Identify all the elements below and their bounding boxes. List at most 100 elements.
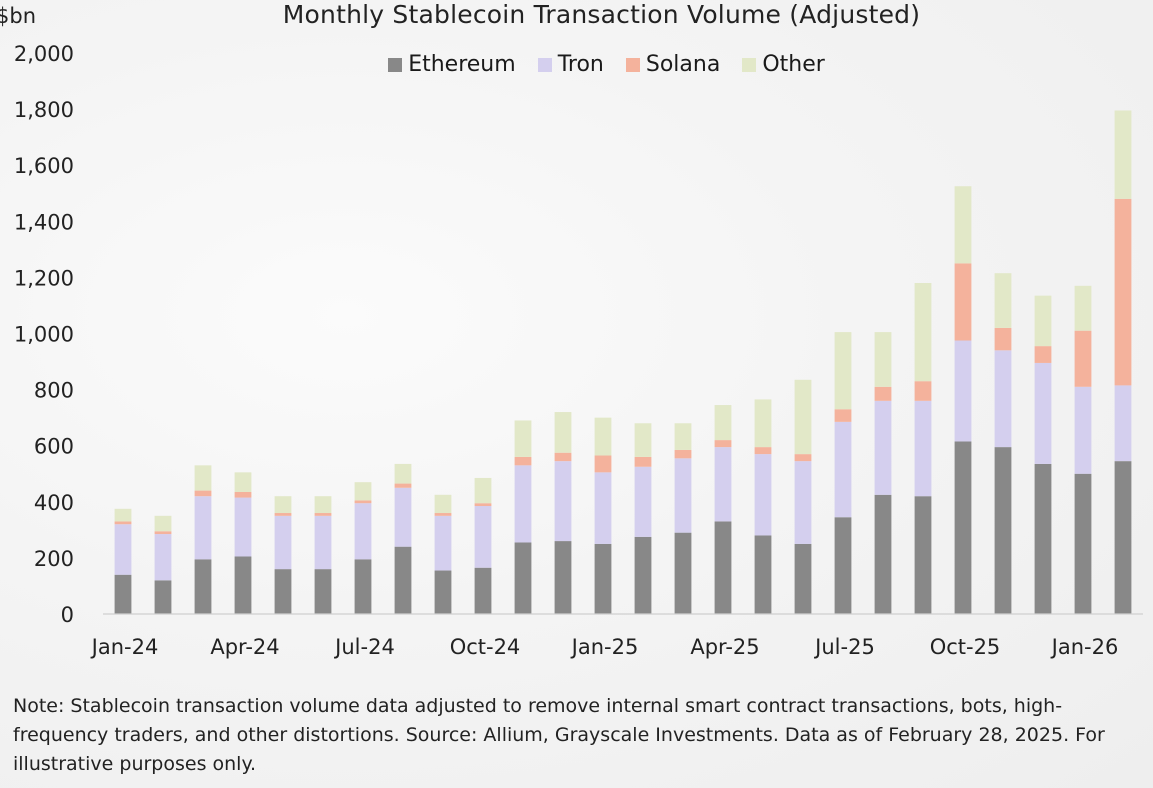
bar-segment-tron bbox=[634, 466, 652, 537]
bar-segment-other bbox=[314, 496, 332, 514]
bar-segment-tron bbox=[274, 515, 292, 570]
bar-segment-ethereum bbox=[194, 559, 212, 614]
bar-segment-other bbox=[234, 472, 252, 492]
x-axis-ticks: Jan-24 Apr-24 Jul-24 Oct-24 Jan-25 Apr-25 Jul-… bbox=[90, 635, 1119, 659]
bar-segment-solana bbox=[234, 491, 252, 498]
bar-segment-other bbox=[674, 423, 692, 450]
bar-segment-other bbox=[194, 465, 212, 491]
bar-segment-other bbox=[634, 423, 652, 457]
bar-segment-other bbox=[514, 420, 532, 457]
bars-group bbox=[114, 110, 1132, 615]
legend-swatch-tron bbox=[537, 57, 552, 72]
y-axis-ticks: 0 200 400 600 800 1,000 1,200 1,400 1,600 1,800 2,… bbox=[14, 42, 74, 627]
bar-segment-other bbox=[434, 494, 452, 514]
bar-segment-ethereum bbox=[274, 569, 292, 614]
bar-segment-ethereum bbox=[634, 536, 652, 614]
x-tick-label: Apr-25 bbox=[690, 635, 759, 659]
x-tick-label: Apr-24 bbox=[210, 635, 279, 659]
bar-segment-solana bbox=[754, 447, 772, 455]
bar-segment-tron bbox=[754, 454, 772, 536]
bar-segment-other bbox=[354, 482, 372, 501]
bar-segment-ethereum bbox=[914, 496, 932, 614]
x-tick-label: Oct-25 bbox=[930, 635, 1001, 659]
bar-segment-solana bbox=[834, 409, 852, 422]
stacked-bar-chart: $bn 0 200 400 600 800 1,000 1,200 1,400 1,600 1,8… bbox=[0, 4, 1143, 659]
bar-segment-ethereum bbox=[754, 535, 772, 614]
bar-segment-ethereum bbox=[114, 574, 132, 614]
legend-swatch-other bbox=[742, 57, 757, 72]
bar-segment-tron bbox=[154, 534, 172, 581]
bar-segment-ethereum bbox=[1074, 473, 1092, 614]
bar-segment-other bbox=[994, 273, 1012, 328]
bar-segment-other bbox=[794, 379, 812, 455]
bar-segment-ethereum bbox=[314, 569, 332, 614]
legend-swatch-ethereum bbox=[388, 57, 403, 72]
chart-title: Monthly Stablecoin Transaction Volume (A… bbox=[282, 0, 921, 29]
bar-segment-other bbox=[754, 399, 772, 448]
bar-segment-other bbox=[874, 332, 892, 387]
bar-segment-solana bbox=[194, 490, 212, 497]
bar-segment-tron bbox=[874, 400, 892, 495]
bar-segment-other bbox=[1114, 110, 1132, 199]
chart-legend: Ethereum Tron Solana Other bbox=[0, 52, 1153, 77]
x-tick-label: Jul-24 bbox=[333, 635, 395, 659]
bar-segment-ethereum bbox=[1034, 463, 1052, 614]
bar-segment-tron bbox=[194, 496, 212, 560]
x-tick-label: Jan-25 bbox=[570, 635, 639, 659]
bar-segment-ethereum bbox=[474, 567, 492, 614]
bar-segment-ethereum bbox=[434, 570, 452, 614]
bar-segment-other bbox=[1074, 285, 1092, 331]
bar-segment-tron bbox=[674, 458, 692, 533]
bar-segment-solana bbox=[1034, 346, 1052, 363]
x-tick-label: Jan-26 bbox=[1050, 635, 1119, 659]
bar-segment-solana bbox=[1074, 330, 1092, 387]
bar-segment-other bbox=[154, 515, 172, 532]
bar-segment-tron bbox=[114, 524, 132, 575]
bar-segment-ethereum bbox=[874, 494, 892, 614]
bar-segment-tron bbox=[1114, 385, 1132, 462]
bar-segment-solana bbox=[634, 456, 652, 467]
bar-segment-other bbox=[954, 186, 972, 264]
bar-segment-other bbox=[594, 417, 612, 456]
legend-item-other: Other bbox=[742, 52, 825, 77]
y-tick-label: 0 bbox=[61, 603, 74, 627]
bar-segment-ethereum bbox=[594, 543, 612, 615]
bar-segment-tron bbox=[434, 515, 452, 571]
bar-segment-ethereum bbox=[674, 532, 692, 614]
bar-segment-ethereum bbox=[514, 542, 532, 614]
bar-segment-ethereum bbox=[1114, 461, 1132, 614]
bar-segment-solana bbox=[474, 503, 492, 507]
bar-segment-tron bbox=[594, 472, 612, 544]
bar-segment-other bbox=[474, 477, 492, 504]
bar-segment-tron bbox=[794, 461, 812, 544]
legend-label-other: Other bbox=[762, 52, 825, 77]
bar-segment-tron bbox=[474, 506, 492, 568]
y-tick-label: 1,400 bbox=[14, 210, 74, 234]
bar-segment-solana bbox=[354, 500, 372, 504]
bar-segment-tron bbox=[234, 497, 252, 557]
bar-segment-solana bbox=[794, 454, 812, 462]
legend-label-solana: Solana bbox=[645, 52, 721, 77]
bar-segment-solana bbox=[114, 521, 132, 525]
y-tick-label: 1,000 bbox=[14, 323, 74, 347]
y-tick-label: 200 bbox=[34, 547, 74, 571]
bar-segment-other bbox=[914, 283, 932, 382]
bar-segment-ethereum bbox=[834, 517, 852, 614]
bar-segment-other bbox=[114, 508, 132, 522]
bar-segment-tron bbox=[394, 487, 412, 547]
y-axis-label: $bn bbox=[0, 4, 36, 28]
bar-segment-solana bbox=[874, 386, 892, 401]
bar-segment-solana bbox=[154, 531, 172, 535]
bar-segment-solana bbox=[674, 449, 692, 459]
y-tick-label: 1,200 bbox=[14, 266, 74, 290]
bar-segment-solana bbox=[514, 456, 532, 466]
bar-segment-other bbox=[714, 405, 732, 441]
bar-segment-other bbox=[394, 463, 412, 484]
bar-segment-solana bbox=[594, 455, 612, 473]
y-tick-label: 2,000 bbox=[14, 42, 74, 66]
y-tick-label: 1,800 bbox=[14, 98, 74, 122]
bar-segment-tron bbox=[994, 350, 1012, 448]
x-tick-label: Jul-25 bbox=[813, 635, 875, 659]
bar-segment-ethereum bbox=[954, 441, 972, 614]
bar-segment-solana bbox=[714, 440, 732, 448]
